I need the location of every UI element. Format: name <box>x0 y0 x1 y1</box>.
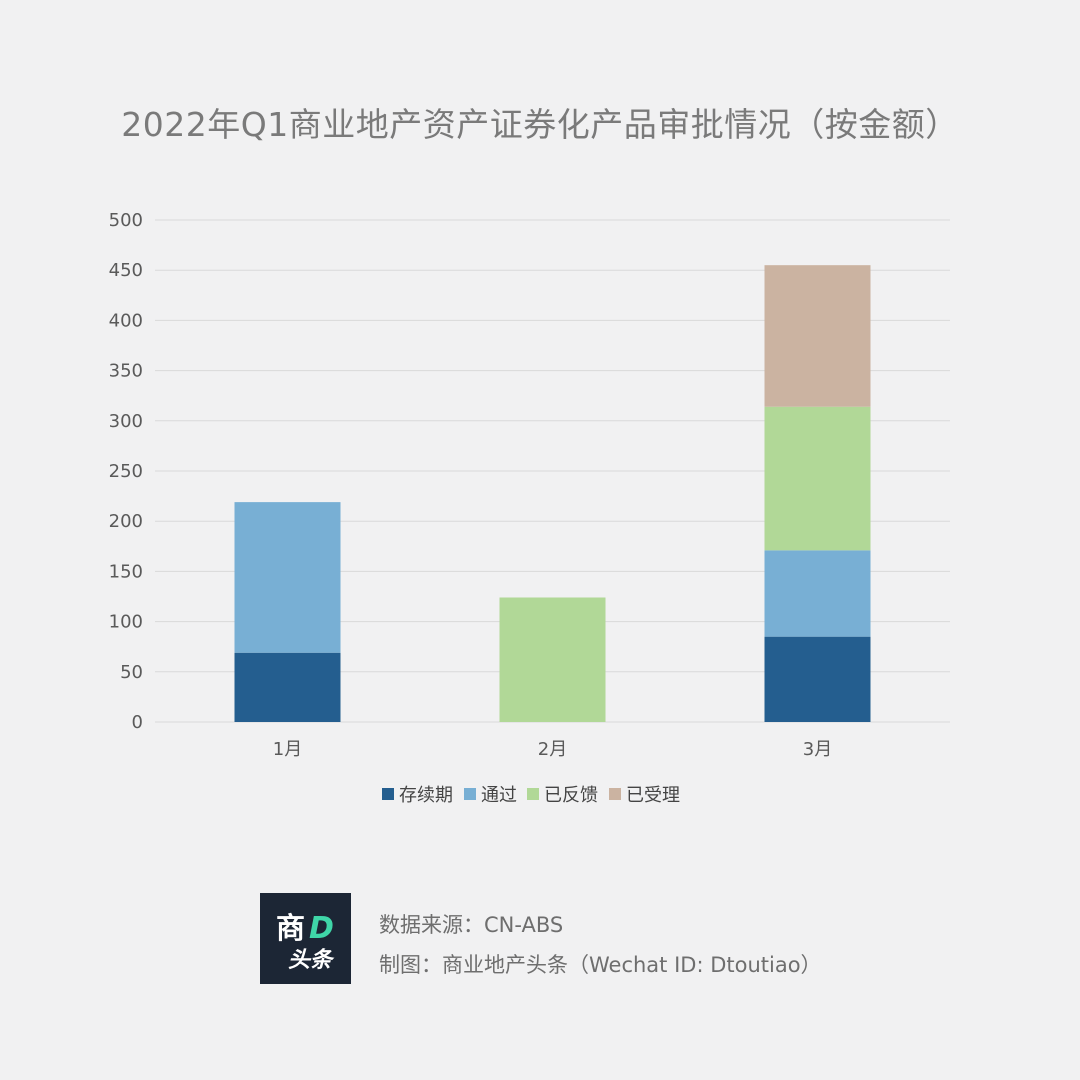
chart-plot: 0 50 100 150 200 250 300 350 400 450 500 1月 2月 3月 存续… <box>109 210 950 806</box>
legend-swatch <box>609 788 621 800</box>
logo-text-accent: D <box>309 911 334 946</box>
bars <box>234 265 871 722</box>
y-tick-label: 50 <box>120 662 143 683</box>
bar-segment <box>764 636 871 722</box>
y-axis-ticks: 0 50 100 150 200 250 300 350 400 450 500 <box>109 210 143 733</box>
x-tick-label: 2月 <box>538 739 567 760</box>
bar-segment <box>499 597 606 722</box>
y-tick-label: 0 <box>132 712 143 733</box>
y-tick-label: 150 <box>109 561 143 582</box>
bar-segment <box>764 550 871 637</box>
logo-text-bottom: 头条 <box>288 948 335 973</box>
bar-segment <box>764 265 871 407</box>
chart-title: 2022年Q1商业地产资产证券化产品审批情况（按金额） <box>121 105 959 144</box>
footer-credit: 制图：商业地产头条（Wechat ID: Dtoutiao） <box>379 953 822 977</box>
y-tick-label: 500 <box>109 210 143 231</box>
brand-logo: 商 D 头条 <box>260 893 351 984</box>
legend-swatch <box>527 788 539 800</box>
y-tick-label: 250 <box>109 461 143 482</box>
logo-text-top: 商 <box>276 911 305 945</box>
y-tick-label: 450 <box>109 260 143 281</box>
x-axis-ticks: 1月 2月 3月 <box>273 739 832 760</box>
legend-swatch <box>382 788 394 800</box>
y-tick-label: 100 <box>109 612 143 633</box>
y-tick-label: 400 <box>109 310 143 331</box>
y-tick-label: 350 <box>109 361 143 382</box>
legend-label: 已受理 <box>626 785 680 806</box>
bar-segment <box>234 652 341 722</box>
bar-segment <box>764 406 871 551</box>
legend-label: 存续期 <box>399 785 453 806</box>
legend-swatch <box>464 788 476 800</box>
legend-label: 通过 <box>481 785 517 806</box>
legend: 存续期 通过 已反馈 已受理 <box>382 785 680 806</box>
bar-segment <box>234 502 341 653</box>
y-tick-label: 200 <box>109 511 143 532</box>
footer-source: 数据来源：CN-ABS <box>379 913 564 937</box>
legend-label: 已反馈 <box>544 785 598 806</box>
x-tick-label: 3月 <box>803 739 832 760</box>
y-tick-label: 300 <box>109 411 143 432</box>
x-tick-label: 1月 <box>273 739 302 760</box>
